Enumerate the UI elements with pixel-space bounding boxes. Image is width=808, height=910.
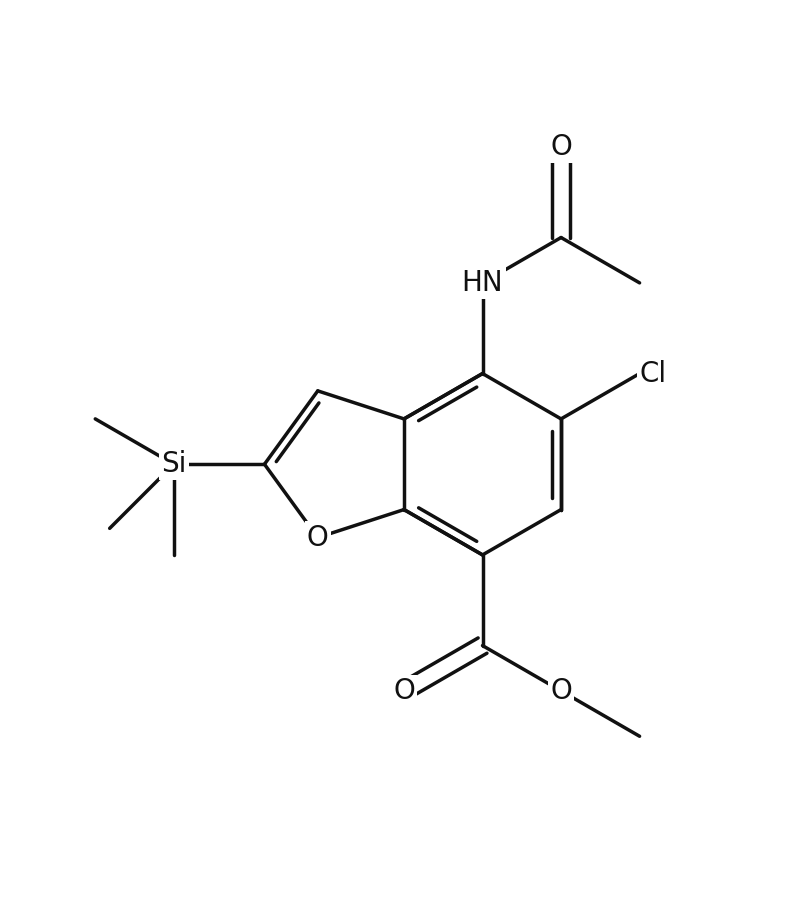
Text: O: O xyxy=(550,133,572,161)
Text: Cl: Cl xyxy=(640,359,667,388)
Text: Si: Si xyxy=(161,450,187,479)
Text: O: O xyxy=(393,677,415,705)
Text: O: O xyxy=(550,677,572,705)
Text: O: O xyxy=(307,523,329,551)
Text: HN: HN xyxy=(461,268,503,297)
